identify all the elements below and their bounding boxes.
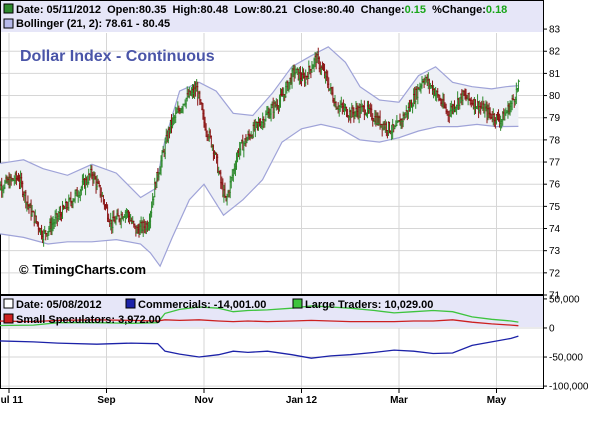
cot-y-tick-label: 0	[549, 323, 555, 334]
bollinger-upper-line	[0, 46, 519, 199]
large-traders-line	[0, 305, 519, 327]
x-tick-label: Jan 12	[286, 395, 318, 406]
header-low: Low:80.21	[234, 4, 287, 16]
price-y-tick-label: 72	[549, 268, 561, 279]
header-pct-label: %Change:	[432, 4, 486, 16]
price-y-tick-label: 71	[549, 291, 561, 302]
ohlc-legend-swatch	[3, 3, 14, 14]
watermark: © TimingCharts.com	[19, 262, 146, 277]
commercials-swatch	[125, 298, 136, 309]
cot-y-tick-label: -100,000	[549, 382, 589, 393]
price-y-tick-label: 79	[549, 113, 561, 124]
small-speculators-legend: Small Speculators: 3,972.00	[16, 314, 161, 326]
header-high: High:80.48	[172, 4, 228, 16]
x-tick-label: Sep	[97, 395, 115, 406]
price-y-tick-label: 76	[549, 180, 561, 191]
header-change-label: Change:	[361, 4, 405, 16]
chart-title: Dollar Index - Continuous	[20, 48, 215, 65]
header-close: Close:80.40	[293, 4, 354, 16]
x-axis: Jul 11 Sep Nov Jan 12 Mar May	[0, 389, 507, 406]
price-y-tick-label: 81	[549, 69, 561, 80]
commercials-line	[0, 335, 519, 359]
price-bar	[516, 79, 521, 92]
header-date: Date: 05/11/2012	[16, 4, 101, 16]
price-y-tick-label: 78	[549, 135, 561, 146]
price-y-tick-label: 77	[549, 158, 561, 169]
price-y-tick-label: 73	[549, 246, 561, 257]
cot-gridlines	[1, 327, 543, 388]
x-tick-label: Mar	[390, 395, 408, 406]
price-y-tick-label: 80	[549, 91, 561, 102]
price-y-tick-label: 83	[549, 25, 561, 36]
x-tick-label: May	[487, 395, 507, 406]
price-y-tick-label: 74	[549, 224, 561, 235]
header-pct-value: 0.18	[486, 4, 507, 16]
header-open: Open:80.35	[107, 4, 166, 16]
bollinger-lower-line	[0, 123, 519, 268]
price-legend-strip	[1, 1, 543, 32]
large-traders-swatch	[292, 298, 303, 309]
cot-date-swatch	[3, 298, 14, 309]
large-traders-legend: Large Traders: 10,029.00	[305, 299, 433, 311]
price-y-tick-label: 82	[549, 47, 561, 58]
bollinger-legend: Bollinger (21, 2): 78.61 - 80.45	[16, 18, 170, 30]
small-speculators-swatch	[3, 313, 14, 324]
x-tick-label: Jul 11	[0, 395, 23, 406]
bollinger-legend-swatch	[3, 18, 14, 29]
cot-lines	[0, 305, 519, 359]
price-bars	[0, 47, 521, 247]
price-y-tick-label: 75	[549, 202, 561, 213]
price-y-axis: 71 72 73 74 75 76 77 78 79 80 81 82 83	[543, 25, 561, 302]
cot-y-tick-label: -50,000	[549, 353, 583, 364]
small-speculators-line	[0, 319, 519, 327]
bollinger-band	[0, 46, 519, 268]
commercials-legend: Commercials: -14,001.00	[138, 299, 266, 311]
cot-date: Date: 05/08/2012	[16, 299, 102, 311]
ohlc-legend: Date: 05/11/2012 Open:80.35 High:80.48 L…	[16, 4, 507, 16]
cot-y-tick-label: 50,000	[549, 294, 580, 305]
header-change-value: 0.15	[405, 4, 426, 16]
x-tick-label: Nov	[195, 395, 214, 406]
cot-y-axis: 50,000 0 -50,000 -100,000	[543, 294, 589, 393]
